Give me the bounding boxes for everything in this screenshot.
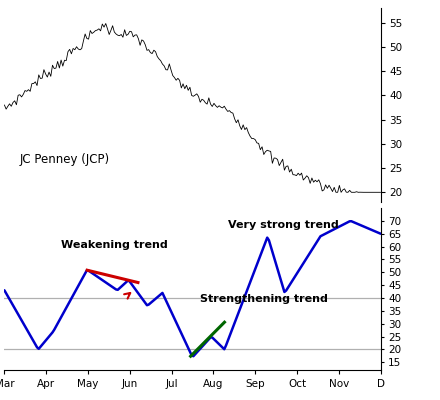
Text: Strengthening trend: Strengthening trend bbox=[200, 294, 328, 304]
Text: JC Penney (JCP): JC Penney (JCP) bbox=[19, 153, 110, 166]
Text: Very strong trend: Very strong trend bbox=[228, 220, 339, 230]
Text: Weakening trend: Weakening trend bbox=[61, 240, 168, 250]
